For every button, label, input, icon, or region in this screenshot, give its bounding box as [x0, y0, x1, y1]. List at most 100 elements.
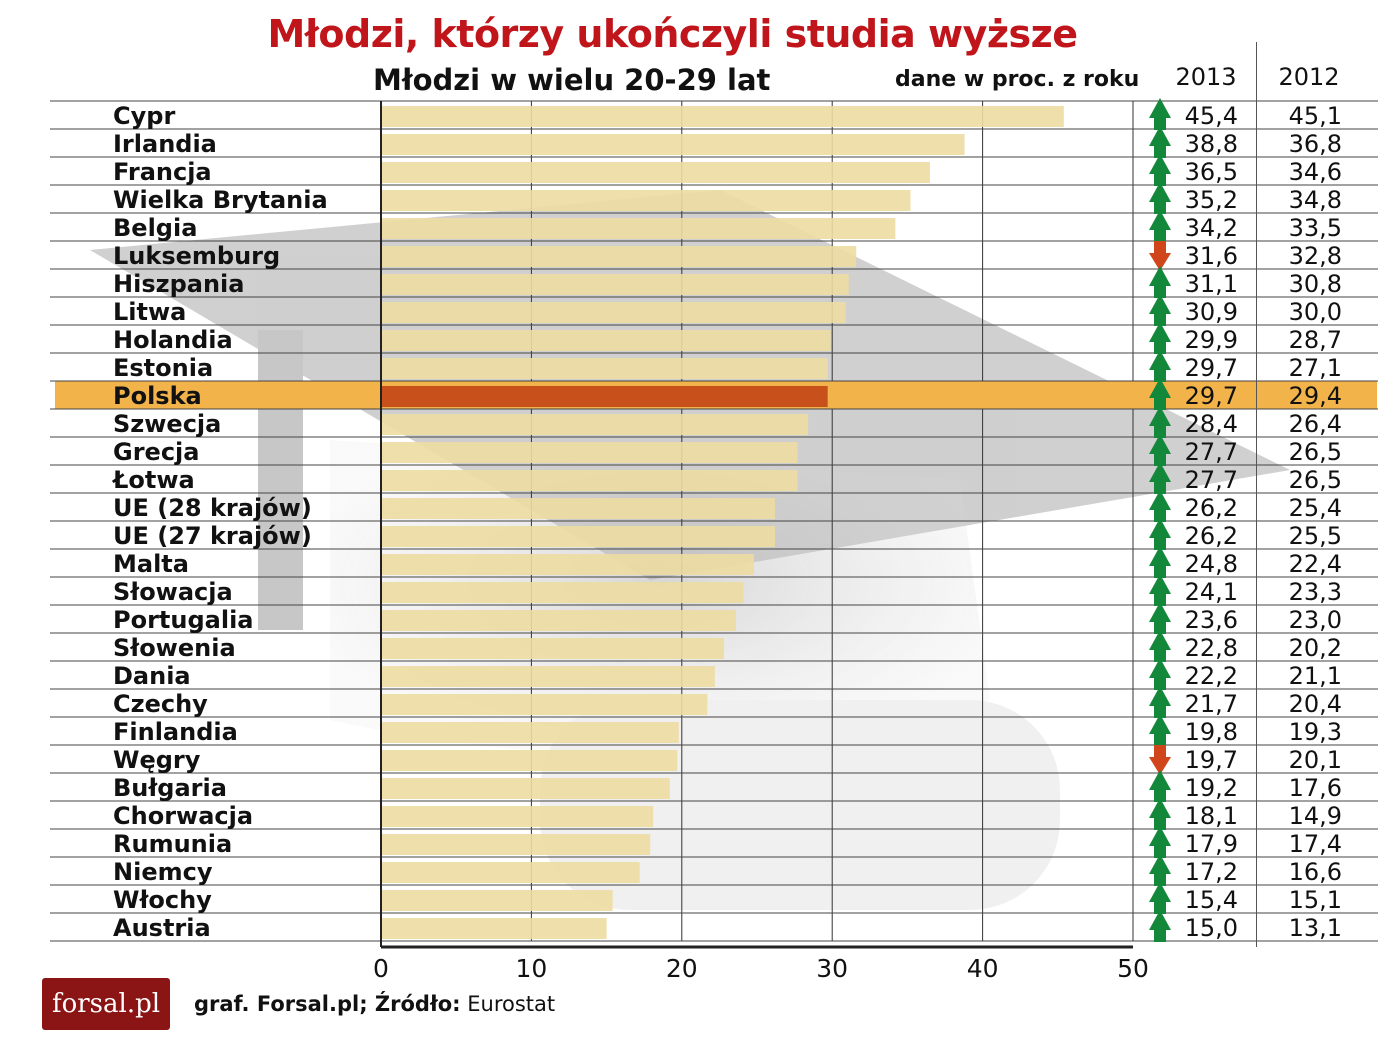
country-label: Austria [113, 914, 211, 942]
bar [381, 162, 930, 183]
value-2012: 32,8 [1289, 242, 1342, 270]
bar [381, 246, 857, 267]
value-2012: 19,3 [1289, 718, 1342, 746]
value-2012: 14,9 [1289, 802, 1342, 830]
trend-up-arrow-icon [1149, 154, 1171, 174]
value-2013: 28,4 [1185, 410, 1238, 438]
value-2012: 20,4 [1289, 690, 1342, 718]
bar [381, 778, 670, 799]
bar [381, 302, 846, 323]
trend-up-arrow-icon [1149, 910, 1171, 930]
value-2013: 15,4 [1185, 886, 1238, 914]
country-label: Belgia [113, 214, 197, 242]
country-label: Wielka Brytania [113, 186, 328, 214]
trend-up-arrow-icon [1149, 322, 1171, 342]
value-2013: 24,1 [1185, 578, 1238, 606]
value-2013: 31,1 [1185, 270, 1238, 298]
bar [381, 414, 809, 435]
value-2012: 26,5 [1289, 466, 1342, 494]
country-label: Litwa [113, 298, 186, 326]
value-2013: 22,8 [1185, 634, 1238, 662]
column-header-2013: 2013 [1175, 63, 1237, 91]
column-divider [1256, 42, 1257, 947]
x-tick-label: 10 [515, 954, 547, 983]
value-2013: 45,4 [1185, 102, 1238, 130]
value-2013: 18,1 [1185, 802, 1238, 830]
country-label: Irlandia [113, 130, 217, 158]
trend-up-arrow-icon [1149, 378, 1171, 398]
trend-up-arrow-icon [1149, 602, 1171, 622]
value-2012: 22,4 [1289, 550, 1342, 578]
bar [381, 750, 678, 771]
forsal-logo[interactable]: forsal.pl [42, 978, 170, 1030]
value-2013: 26,2 [1185, 522, 1238, 550]
country-label: Finlandia [113, 718, 238, 746]
source-name: Eurostat [467, 992, 556, 1016]
bar [381, 134, 965, 155]
value-2013: 17,9 [1185, 830, 1238, 858]
trend-up-arrow-icon [1149, 658, 1171, 678]
value-2012: 36,8 [1289, 130, 1342, 158]
country-label: Malta [113, 550, 189, 578]
country-label: Dania [113, 662, 191, 690]
bar [381, 526, 776, 547]
country-label: Szwecja [113, 410, 221, 438]
value-2012: 25,4 [1289, 494, 1342, 522]
bar [381, 806, 654, 827]
value-2013: 38,8 [1185, 130, 1238, 158]
trend-up-arrow-icon [1149, 462, 1171, 482]
graduation-cap-background [90, 190, 1290, 910]
country-label: Niemcy [113, 858, 213, 886]
value-2013: 29,7 [1185, 382, 1238, 410]
value-2012: 34,6 [1289, 158, 1342, 186]
value-2012: 16,6 [1289, 858, 1342, 886]
value-2012: 25,5 [1289, 522, 1342, 550]
value-2013: 23,6 [1185, 606, 1238, 634]
value-2012: 17,4 [1289, 830, 1342, 858]
country-label: Słowacja [113, 578, 233, 606]
trend-up-arrow-icon [1149, 854, 1171, 874]
value-2013: 31,6 [1185, 242, 1238, 270]
value-2012: 20,2 [1289, 634, 1342, 662]
bar [381, 106, 1064, 127]
country-label: Łotwa [111, 466, 195, 494]
bar [381, 190, 911, 211]
value-2012: 23,0 [1289, 606, 1342, 634]
value-2012: 21,1 [1289, 662, 1342, 690]
value-2013: 29,9 [1185, 326, 1238, 354]
country-label: Polska [113, 382, 202, 410]
trend-up-arrow-icon [1149, 294, 1171, 314]
bar [381, 498, 776, 519]
trend-up-arrow-icon [1149, 546, 1171, 566]
country-label: UE (28 krajów) [113, 494, 312, 522]
x-tick-label: 0 [373, 954, 389, 983]
value-2013: 24,8 [1185, 550, 1238, 578]
credit-label: graf. Forsal.pl; Źródło: [194, 992, 461, 1016]
value-2013: 34,2 [1185, 214, 1238, 242]
country-label: Portugalia [113, 606, 254, 634]
trend-up-arrow-icon [1149, 406, 1171, 426]
bar [381, 666, 715, 687]
trend-up-arrow-icon [1149, 714, 1171, 734]
trend-up-arrow-icon [1149, 518, 1171, 538]
trend-up-arrow-icon [1149, 630, 1171, 650]
country-label: Holandia [113, 326, 233, 354]
bar [381, 274, 849, 295]
country-label: UE (27 krajów) [113, 522, 312, 550]
trend-up-arrow-icon [1149, 770, 1171, 790]
trend-up-arrow-icon [1149, 126, 1171, 146]
bar [381, 638, 724, 659]
value-2012: 15,1 [1289, 886, 1342, 914]
country-label: Czechy [113, 690, 208, 718]
trend-up-arrow-icon [1149, 210, 1171, 230]
bar [381, 694, 708, 715]
bar [381, 554, 754, 575]
value-2013: 27,7 [1185, 438, 1238, 466]
value-2012: 34,8 [1289, 186, 1342, 214]
value-2013: 27,7 [1185, 466, 1238, 494]
bar [381, 582, 744, 603]
column-header-2012: 2012 [1278, 63, 1340, 91]
value-2012: 30,0 [1289, 298, 1342, 326]
value-2013: 19,2 [1185, 774, 1238, 802]
